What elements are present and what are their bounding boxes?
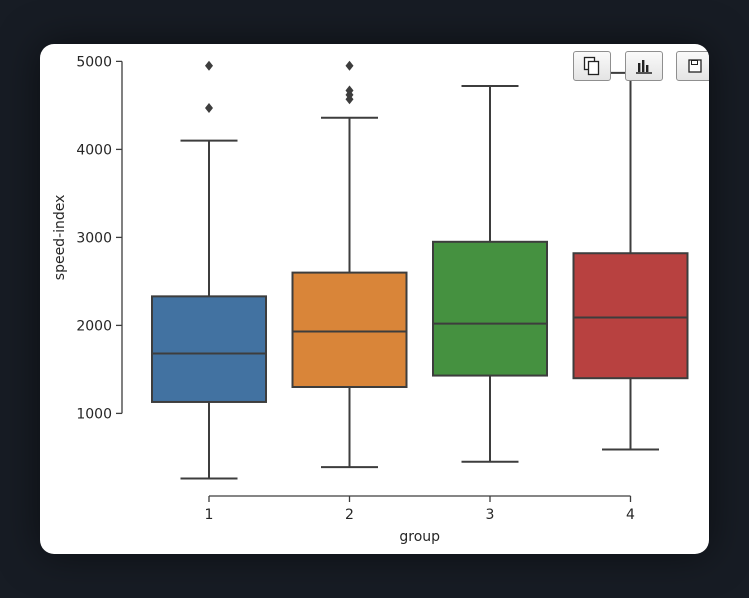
box-group-2 xyxy=(291,60,408,469)
x-tick-label: 3 xyxy=(486,507,495,523)
box xyxy=(572,252,689,380)
box-plot: 1000 2000 3000 4000 5000 1 2 3 4 speed-index gr… xyxy=(52,54,689,545)
y-tick-label: 5000 xyxy=(76,54,112,70)
y-axis: 1000 2000 3000 4000 5000 xyxy=(76,54,123,422)
box-group-4 xyxy=(572,71,689,451)
box xyxy=(291,271,408,389)
y-tick-label: 3000 xyxy=(76,230,112,246)
box xyxy=(151,295,267,403)
save-icon xyxy=(688,59,702,73)
outlier-point xyxy=(205,60,213,71)
box-group-3 xyxy=(432,85,548,463)
x-axis-label: group xyxy=(399,529,440,545)
x-tick-label: 2 xyxy=(345,507,354,523)
boxes xyxy=(151,60,689,480)
y-axis-label: speed-index xyxy=(52,195,68,281)
x-tick-label: 4 xyxy=(626,507,635,523)
copy-icon xyxy=(583,56,600,76)
x-axis: 1 2 3 4 xyxy=(205,495,635,523)
chart-button[interactable] xyxy=(625,51,663,81)
x-tick-label: 1 xyxy=(205,507,214,523)
box-group-1 xyxy=(151,60,267,480)
copy-button[interactable] xyxy=(573,51,611,81)
outlier-point xyxy=(345,85,354,96)
save-button[interactable] xyxy=(676,51,709,81)
y-tick-label: 1000 xyxy=(76,406,112,422)
box xyxy=(432,240,548,377)
y-tick-label: 2000 xyxy=(76,318,112,334)
bar-chart-icon xyxy=(636,60,652,74)
chart-card: 1000 2000 3000 4000 5000 1 2 3 4 speed-index gr… xyxy=(40,44,709,554)
outlier-point xyxy=(205,103,213,114)
outlier-point xyxy=(345,60,354,71)
y-tick-label: 4000 xyxy=(76,142,112,158)
